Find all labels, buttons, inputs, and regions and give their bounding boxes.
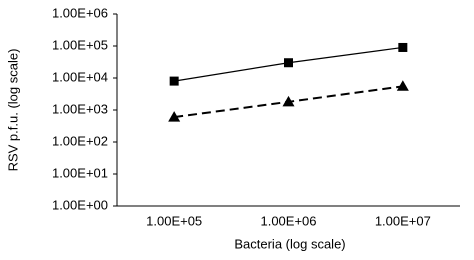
marker-triangle	[282, 95, 295, 107]
x-tick-label: 1.00E+06	[260, 213, 316, 228]
marker-square	[398, 42, 408, 52]
y-tick-label: 1.00E+04	[52, 69, 108, 84]
marker-square	[284, 58, 293, 68]
marker-triangle	[396, 80, 409, 91]
y-tick-label: 1.00E+03	[52, 101, 108, 116]
y-axis-label: RSV p.f.u. (log scale)	[5, 49, 20, 172]
x-tick-label: 1.00E+07	[375, 213, 431, 228]
marker-triangle	[168, 111, 181, 122]
marker-square	[169, 76, 179, 86]
y-tick-label: 1.00E+05	[52, 37, 108, 52]
y-tick-label: 1.00E+06	[52, 5, 108, 20]
y-tick-label: 1.00E+01	[52, 165, 108, 180]
y-tick-label: 1.00E+00	[52, 197, 108, 212]
y-tick-label: 1.00E+02	[52, 133, 108, 148]
x-axis-label: Bacteria (log scale)	[234, 236, 345, 251]
x-tick-label: 1.00E+05	[146, 213, 202, 228]
